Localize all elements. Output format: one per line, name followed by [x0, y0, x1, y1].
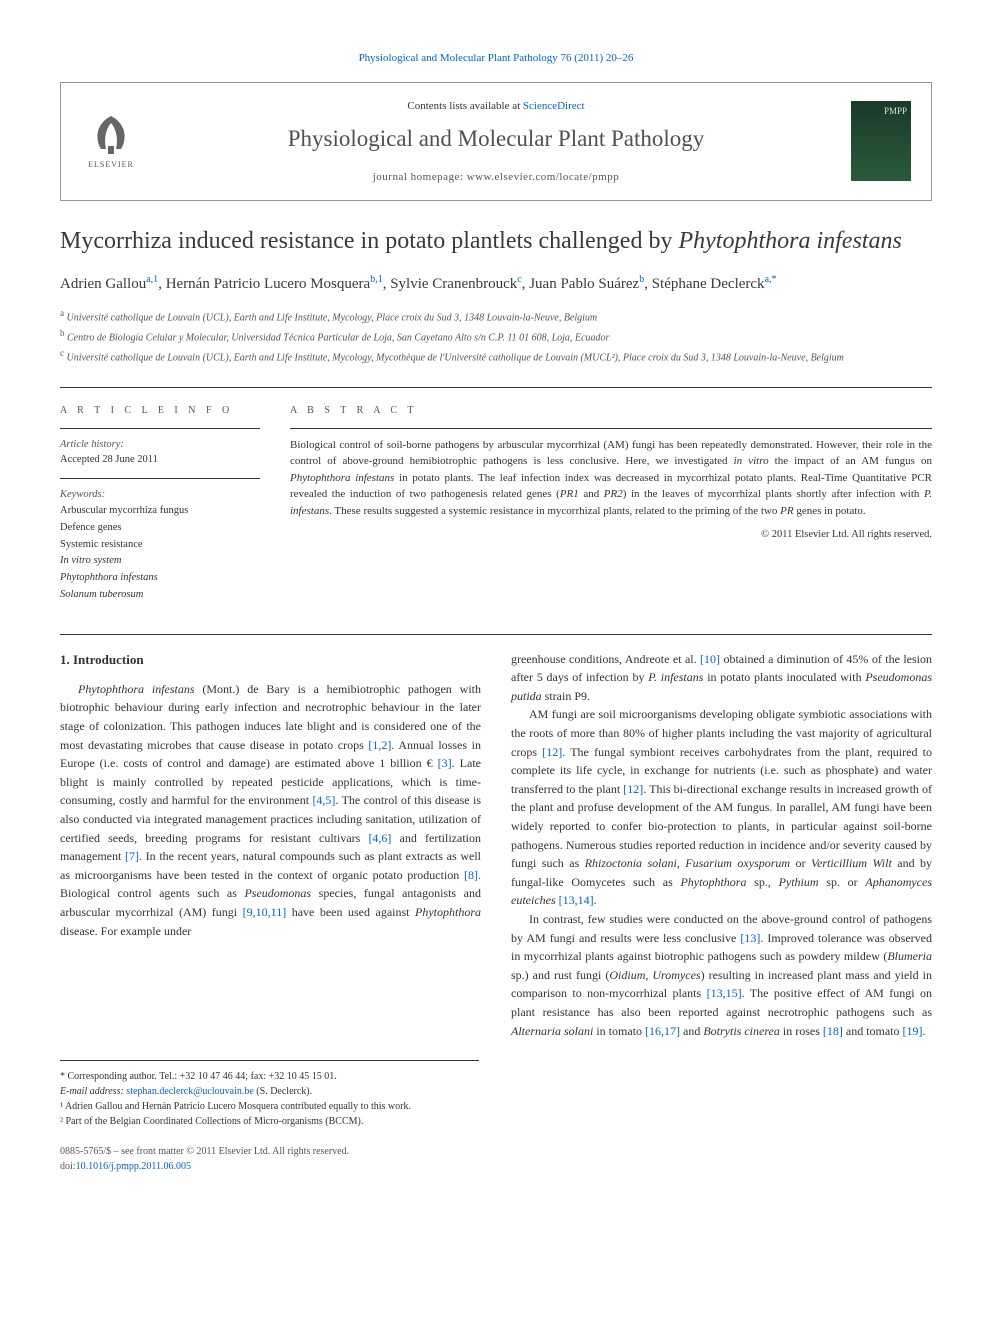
keywords-label: Keywords: — [60, 487, 260, 503]
info-divider — [60, 428, 260, 429]
journal-cover: PMPP — [851, 101, 911, 181]
author: Hernán Patricio Lucero Mosquerab,1 — [166, 276, 383, 292]
contents-prefix: Contents lists available at — [407, 100, 522, 112]
section-heading: 1. Introduction — [60, 650, 481, 670]
affiliation: c Université catholique de Louvain (UCL)… — [60, 346, 932, 366]
ref-link[interactable]: [16,17] — [645, 1024, 680, 1038]
author: Adrien Galloua,1 — [60, 276, 158, 292]
keywords-divider — [60, 478, 260, 479]
ref-link[interactable]: [7] — [125, 849, 139, 863]
keyword: Arbuscular mycorrhiza fungus — [60, 503, 260, 520]
intro-para-2: AM fungi are soil microorganisms develop… — [511, 705, 932, 910]
ref-link[interactable]: [13,15] — [707, 986, 742, 1000]
article-title: Mycorrhiza induced resistance in potato … — [60, 226, 932, 257]
citation-link[interactable]: Physiological and Molecular Plant Pathol… — [359, 52, 634, 64]
keyword: Defence genes — [60, 520, 260, 537]
ref-link[interactable]: [13] — [740, 931, 760, 945]
abstract-divider — [290, 428, 932, 429]
ref-link[interactable]: [1,2] — [368, 738, 391, 752]
intro-para-3: In contrast, few studies were conducted … — [511, 910, 932, 1040]
homepage-label: journal homepage: — [373, 171, 467, 183]
divider-top — [60, 387, 932, 388]
footnote-1: ¹ Adrien Gallou and Hernán Patricio Luce… — [60, 1099, 479, 1114]
ref-link[interactable]: [4,6] — [368, 831, 391, 845]
author: Sylvie Cranenbrouckc — [390, 276, 522, 292]
issn-line: 0885-5765/$ – see front matter © 2011 El… — [60, 1144, 932, 1159]
corresponding-note: * Corresponding author. Tel.: +32 10 47 … — [60, 1069, 479, 1084]
email-suffix: (S. Declerck). — [254, 1086, 312, 1097]
column-left: 1. Introduction Phytophthora infestans (… — [60, 650, 481, 1040]
ref-link[interactable]: [9,10,11] — [243, 905, 287, 919]
column-right: greenhouse conditions, Andreote et al. [… — [511, 650, 932, 1040]
title-text: Mycorrhiza induced resistance in potato … — [60, 228, 678, 254]
author-affil-sup: b,1 — [370, 274, 383, 285]
journal-header: ELSEVIER Contents lists available at Sci… — [60, 82, 932, 202]
contents-line: Contents lists available at ScienceDirec… — [161, 98, 831, 115]
history-label: Article history: — [60, 437, 260, 453]
footnote-2: ² Part of the Belgian Coordinated Collec… — [60, 1114, 479, 1129]
abstract: A B S T R A C T Biological control of so… — [290, 403, 932, 604]
cover-label: PMPP — [884, 105, 907, 119]
email-line: E-mail address: stephan.declerck@uclouva… — [60, 1084, 479, 1099]
affiliation: a Université catholique de Louvain (UCL)… — [60, 306, 932, 326]
author-affil-sup: a,1 — [146, 274, 158, 285]
ref-link[interactable]: [12] — [623, 782, 643, 796]
doi-link[interactable]: 10.1016/j.pmpp.2011.06.005 — [76, 1161, 191, 1172]
author: Juan Pablo Suárezb — [529, 276, 644, 292]
abstract-copyright: © 2011 Elsevier Ltd. All rights reserved… — [290, 527, 932, 543]
footnotes: * Corresponding author. Tel.: +32 10 47 … — [60, 1060, 479, 1129]
meta-abstract-row: A R T I C L E I N F O Article history: A… — [60, 403, 932, 604]
divider-bottom — [60, 634, 932, 635]
footer-meta: 0885-5765/$ – see front matter © 2011 El… — [60, 1144, 932, 1174]
top-citation: Physiological and Molecular Plant Pathol… — [60, 50, 932, 67]
author-affil-sup: b — [639, 274, 644, 285]
keyword: Systemic resistance — [60, 537, 260, 554]
ref-link[interactable]: [18] — [823, 1024, 843, 1038]
intro-para-1: Phytophthora infestans (Mont.) de Bary i… — [60, 680, 481, 940]
doi-label: doi: — [60, 1161, 76, 1172]
header-center: Contents lists available at ScienceDirec… — [141, 98, 851, 186]
abstract-heading: A B S T R A C T — [290, 403, 932, 418]
keyword: Phytophthora infestans — [60, 570, 260, 587]
affiliation: b Centro de Biología Celular y Molecular… — [60, 326, 932, 346]
doi-line: doi:10.1016/j.pmpp.2011.06.005 — [60, 1159, 932, 1174]
ref-link[interactable]: [3] — [438, 756, 452, 770]
intro-para-1-cont: greenhouse conditions, Andreote et al. [… — [511, 650, 932, 706]
author: Stéphane Declercka,* — [652, 276, 777, 292]
history-value: Accepted 28 June 2011 — [60, 452, 260, 468]
homepage-url: www.elsevier.com/locate/pmpp — [467, 171, 620, 183]
page: Physiological and Molecular Plant Pathol… — [0, 0, 992, 1224]
author-affil-sup: a,* — [765, 274, 777, 285]
ref-link[interactable]: [19] — [903, 1024, 923, 1038]
body-columns: 1. Introduction Phytophthora infestans (… — [60, 650, 932, 1040]
ref-link[interactable]: [10] — [700, 652, 720, 666]
email-label: E-mail address: — [60, 1086, 126, 1097]
abstract-text: Biological control of soil-borne pathoge… — [290, 437, 932, 520]
journal-homepage: journal homepage: www.elsevier.com/locat… — [161, 169, 831, 186]
keyword: In vitro system — [60, 553, 260, 570]
ref-link[interactable]: [4,5] — [312, 793, 335, 807]
author-affil-sup: c — [517, 274, 521, 285]
article-info: A R T I C L E I N F O Article history: A… — [60, 403, 260, 604]
email-link[interactable]: stephan.declerck@uclouvain.be — [126, 1086, 254, 1097]
keyword: Solanum tuberosum — [60, 587, 260, 604]
elsevier-label: ELSEVIER — [88, 159, 134, 171]
title-species: Phytophthora infestans — [678, 228, 901, 254]
info-heading: A R T I C L E I N F O — [60, 403, 260, 418]
ref-link[interactable]: [12] — [542, 745, 562, 759]
affiliations: a Université catholique de Louvain (UCL)… — [60, 306, 932, 367]
elsevier-logo: ELSEVIER — [81, 106, 141, 176]
journal-name: Physiological and Molecular Plant Pathol… — [161, 122, 831, 157]
sciencedirect-link[interactable]: ScienceDirect — [523, 100, 585, 112]
elsevier-tree-icon — [86, 111, 136, 156]
ref-link[interactable]: [13,14] — [559, 893, 594, 907]
ref-link[interactable]: [8] — [464, 868, 478, 882]
keywords-list: Arbuscular mycorrhiza fungusDefence gene… — [60, 503, 260, 604]
authors-list: Adrien Galloua,1, Hernán Patricio Lucero… — [60, 272, 932, 296]
